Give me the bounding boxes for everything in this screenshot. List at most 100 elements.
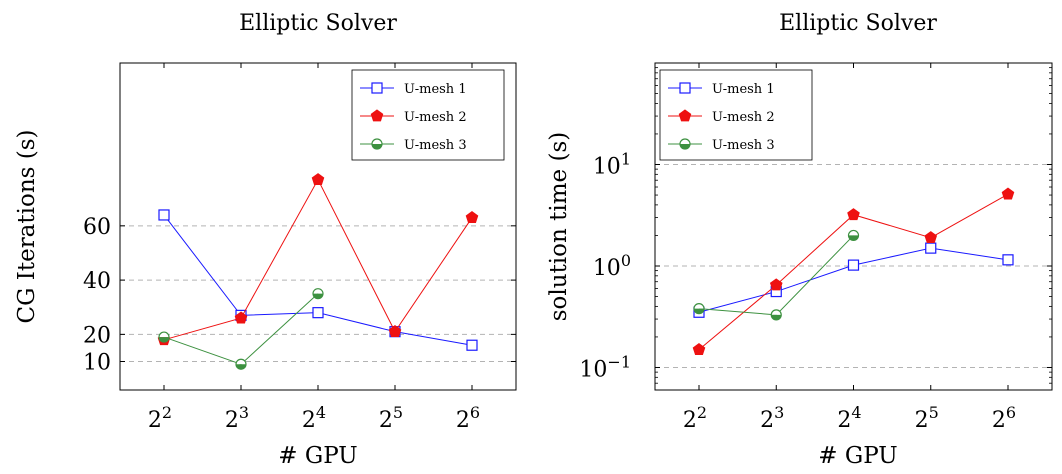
panel1-series-3 (158, 288, 324, 370)
panel1-x-tick-label-exp: 4 (316, 403, 326, 422)
panel1-series-2-point (388, 325, 402, 338)
panel1-series-3-point-ring (235, 358, 247, 370)
panel2-legend-item: U-mesh 2 (668, 109, 775, 125)
panel1-legend-label: U-mesh 2 (404, 110, 467, 125)
panel2-legend: U-mesh 1 U-mesh 2 U-mesh 3 (659, 69, 813, 161)
panel1-x-tick-label: 26 (456, 403, 480, 433)
panel2-x-tick-label: 23 (760, 403, 784, 433)
panel2-x-tick-label: 24 (837, 403, 861, 433)
panel2-x-tick-label: 22 (683, 403, 707, 433)
panel1-x-tick-label: 24 (302, 403, 326, 433)
panel2-x-tick-label-base: 2 (683, 408, 697, 433)
panel2-series-3-point-ring (847, 229, 860, 242)
panel2-legend-item: U-mesh 3 (668, 138, 775, 153)
panel2-y-tick-label: 101 (593, 149, 631, 179)
panel1-legend-item: U-mesh 2 (360, 109, 467, 125)
panel2-x-tick-label-base: 2 (915, 408, 929, 433)
panel2-series-2-point (847, 208, 860, 221)
panel1-legend-label: U-mesh 1 (404, 82, 467, 97)
panel2-series-3-point (770, 309, 782, 321)
panel2-x-tick-label-exp: 6 (1006, 403, 1016, 422)
panel1-series-2-point (234, 311, 248, 324)
panel1-y-tick-label: 40 (83, 269, 111, 294)
panel1-legend-swatch-marker (371, 138, 383, 150)
panel2-series-1-line (698, 247, 1009, 313)
panel2-x-tick-label-base: 2 (992, 408, 1006, 433)
panel2-series-3-point-ring (693, 303, 705, 315)
panel2-legend-swatch-marker-ring (679, 138, 691, 150)
panel1-title: Elliptic Solver (239, 11, 397, 36)
panel2-x-tick-label-exp: 2 (697, 403, 707, 422)
panel1-series-1-point (312, 307, 324, 319)
panel1-x-tick-label-exp: 2 (162, 403, 172, 422)
panel2-x-tick-label-exp: 5 (929, 403, 939, 422)
panel2-series-3-line (698, 235, 854, 316)
panel2-x-tick-label-base: 2 (837, 408, 851, 433)
panel2-x-tick-label-exp: 4 (851, 403, 861, 422)
panel1-legend: U-mesh 1 U-mesh 2 U-mesh 3 (351, 69, 505, 161)
panel2-y-tick-label-base: 10 (593, 256, 621, 281)
panel1-x-tick-label-base: 2 (225, 408, 239, 433)
panel1-legend-swatch-marker (370, 109, 384, 122)
panel2-y-tick-label-exp: 1 (621, 149, 631, 168)
panel1-series-3-point (158, 331, 170, 343)
panel2-x-tick-label-exp: 3 (774, 403, 784, 422)
panel2-legend-swatch-marker (679, 138, 691, 150)
panel1-x-tick-label-exp: 6 (470, 403, 480, 422)
panel2-legend-swatch-marker (678, 109, 692, 122)
panel2-x-tick-label: 25 (915, 403, 939, 433)
panel2-series-2-point (769, 278, 783, 291)
panel2-y-tick-label-exp: 0 (621, 251, 631, 270)
panel1-x-tick-label-base: 2 (456, 408, 470, 433)
panel1-series-3-point-ring (312, 288, 324, 300)
panel2-series-2 (692, 187, 1015, 355)
panel1-x-tick-label-exp: 5 (393, 403, 403, 422)
panel2-legend-swatch-marker (679, 82, 691, 94)
panel1-y-tick-label: 20 (83, 323, 111, 348)
panel1-x-tick-label: 22 (148, 403, 172, 433)
panel1-x-tick-label: 25 (379, 403, 403, 433)
panel2-title: Elliptic Solver (779, 11, 937, 36)
panel2-legend-label: U-mesh 3 (712, 138, 775, 153)
panel1-y-tick-label: 60 (83, 215, 111, 240)
panel1-x-tick-label-base: 2 (302, 408, 316, 433)
panel2-series-1-point (925, 242, 937, 254)
panel2-y-tick-label: 10−1 (579, 352, 631, 382)
panel1-series-2-point (311, 173, 325, 186)
panel2-x-tick-label-base: 2 (760, 408, 774, 433)
panel2-y-tick-label-base: 10 (579, 357, 607, 382)
panel2: Elliptic Solver # GPU solution time (s) U-m… (546, 11, 1053, 469)
panel1-series-3-point-ring (158, 331, 170, 343)
panel1-x-tick-label: 23 (225, 403, 249, 433)
panel1: 10 20 40 60 Elliptic Solver # GPU CG Iteration… (14, 11, 517, 469)
panel2-series-3-point-ring (770, 309, 782, 321)
panel1-legend-swatch-marker (371, 82, 383, 94)
panel2-series-1-point (847, 259, 860, 271)
panel2-series-2-point (1001, 187, 1015, 200)
panel2-series-2-point (924, 231, 938, 244)
panel1-series-1-point (466, 339, 478, 351)
panel1-legend-item: U-mesh 1 (360, 82, 467, 97)
panel2-x-tick-label: 26 (992, 403, 1016, 433)
panel1-y-tick-label: 10 (83, 351, 111, 376)
panel2-legend-label: U-mesh 1 (712, 82, 775, 97)
panel2-y-axis-label: solution time (s) (546, 132, 572, 321)
panel2-y-tick-label-base: 10 (593, 154, 621, 179)
panel2-y-tick-label-exp: −1 (607, 352, 631, 371)
panel2-y-tick-label: 100 (593, 251, 631, 281)
panel2-series-1 (693, 242, 1014, 318)
panel2-series-2-point (692, 342, 706, 355)
panel1-series-2-point (465, 211, 479, 224)
panel2-legend-item: U-mesh 1 (668, 82, 775, 97)
panel1-series-1-point (158, 209, 170, 221)
panel1-legend-label: U-mesh 3 (404, 138, 467, 153)
panel2-series-1-point (1002, 254, 1014, 266)
panel1-legend-swatch-marker-ring (371, 138, 383, 150)
panel1-series-3-line (163, 293, 319, 365)
panel2-series-3-point (847, 229, 860, 242)
panel2-series-3 (693, 229, 860, 321)
panel1-x-tick-label-base: 2 (148, 408, 162, 433)
panel2-x-axis-label: # GPU (818, 443, 897, 469)
panel2-legend-label: U-mesh 2 (712, 110, 775, 125)
